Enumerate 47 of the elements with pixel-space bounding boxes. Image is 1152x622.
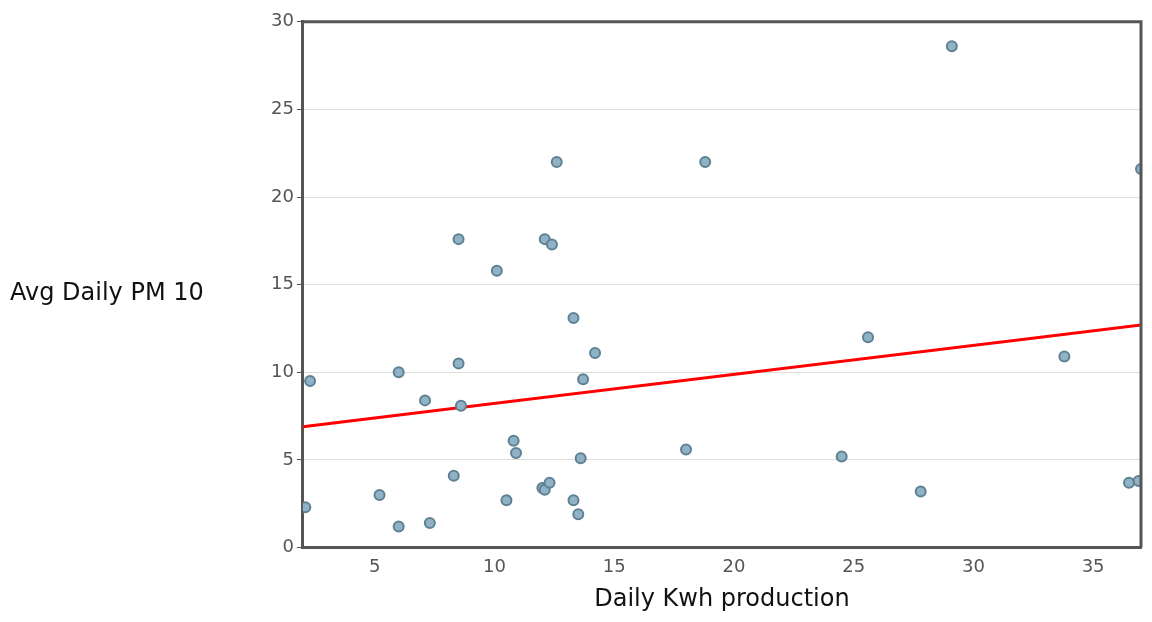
x-tick-label: 30	[961, 555, 985, 577]
point	[567, 312, 580, 324]
x-tick-label: 5	[369, 555, 381, 577]
point	[452, 357, 465, 370]
point	[419, 394, 432, 407]
point	[699, 156, 712, 169]
x-tick-label: 20	[722, 555, 746, 577]
point	[510, 446, 523, 459]
y-tick-label: 20	[271, 184, 294, 206]
point	[1123, 476, 1136, 489]
x-axis-title: Daily Kwh production	[594, 583, 850, 612]
point	[543, 476, 556, 489]
y-axis-title: Avg Daily PM 10	[10, 278, 204, 306]
point	[862, 331, 875, 344]
point	[680, 443, 693, 456]
point	[550, 156, 563, 169]
point	[452, 233, 465, 246]
point	[567, 494, 580, 507]
point	[574, 452, 587, 465]
x-tick-label: 25	[842, 555, 866, 577]
y-tick-label: 30	[271, 9, 294, 31]
point	[490, 264, 503, 277]
point	[835, 450, 848, 463]
point	[454, 399, 467, 412]
point	[392, 366, 405, 379]
point	[577, 373, 590, 386]
y-tick-label: 25	[271, 97, 294, 119]
point	[572, 508, 585, 521]
point	[914, 485, 927, 498]
x-tick-label: 35	[1081, 555, 1105, 577]
point	[373, 489, 386, 502]
y-tick-label: 15	[271, 272, 294, 294]
y-tick-label: 10	[271, 360, 294, 382]
x-tick-label: 10	[483, 555, 506, 577]
point	[589, 347, 602, 360]
point	[423, 517, 436, 530]
x-tick-label: 15	[602, 555, 626, 577]
point	[447, 469, 460, 482]
point	[507, 434, 520, 447]
point	[304, 375, 317, 388]
y-tick-label: 5	[282, 447, 294, 469]
point	[945, 40, 958, 53]
point	[392, 520, 405, 533]
point	[1058, 350, 1071, 363]
point	[545, 238, 558, 251]
point	[500, 494, 513, 507]
y-tick-label: 0	[282, 535, 294, 557]
